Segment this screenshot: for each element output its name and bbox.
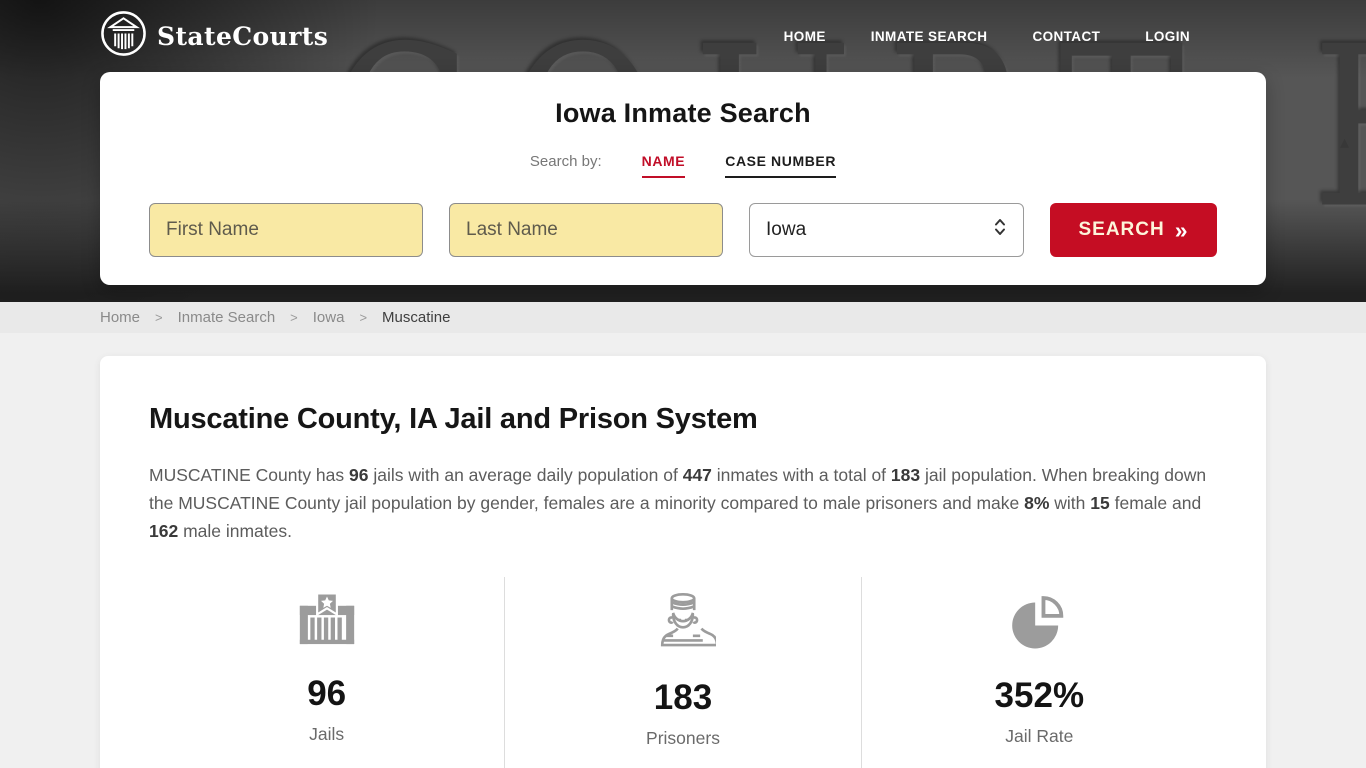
summary-text: jails with an average daily population o… [368, 465, 683, 485]
search-panel-title: Iowa Inmate Search [555, 98, 811, 128]
summary-text: with [1049, 493, 1091, 513]
site-header: COURT HOUSE ▴ ▴ StateCourts HOME INMATE … [0, 0, 1366, 302]
county-stats: 96 Jails 183 [149, 577, 1217, 768]
page-title: Muscatine County, IA Jail and Prison Sys… [149, 403, 758, 435]
jail-icon [296, 592, 358, 653]
summary-text: inmates with a total of [711, 465, 891, 485]
first-name-input[interactable] [149, 203, 423, 257]
summary-stat: 15 [1090, 493, 1110, 513]
stat-jails: 96 Jails [149, 577, 504, 768]
brand-logo[interactable]: StateCourts [100, 10, 328, 62]
double-chevron-icon: » [1174, 216, 1189, 243]
summary-text: jail population. When breaking down the … [149, 465, 1207, 513]
stone-mark-icon: ▴ [1340, 132, 1350, 152]
page-body: Muscatine County, IA Jail and Prison Sys… [0, 333, 1366, 768]
breadcrumb-inmate-search[interactable]: Inmate Search [177, 309, 276, 326]
stat-prisoners: 183 Prisoners [504, 577, 860, 768]
nav-login[interactable]: LOGIN [1145, 28, 1190, 44]
summary-stat: 162 [149, 521, 179, 541]
breadcrumb-iowa[interactable]: Iowa [312, 309, 345, 326]
state-select[interactable]: Iowa [749, 203, 1024, 257]
brand-name: StateCourts [157, 21, 329, 51]
breadcrumb-separator: > [359, 310, 368, 325]
summary-stat: 8% [1024, 493, 1050, 513]
summary-stat: 447 [682, 465, 712, 485]
summary-text: male inmates. [178, 521, 292, 541]
breadcrumb-current: Muscatine [382, 309, 451, 326]
stat-value: 96 [307, 674, 347, 713]
search-form: Iowa SEARCH » [100, 203, 1266, 257]
stat-label: Prisoners [646, 728, 720, 748]
county-summary: MUSCATINE County has 96 jails with an av… [149, 461, 1212, 545]
summary-stat: 183 [890, 465, 921, 485]
summary-stat: 96 [349, 465, 369, 485]
main-nav: HOME INMATE SEARCH CONTACT LOGIN [784, 29, 1190, 44]
courthouse-logo-icon [100, 10, 147, 62]
nav-inmate-search[interactable]: INMATE SEARCH [870, 28, 988, 44]
stat-jail-rate: 352% Jail Rate [860, 577, 1217, 768]
summary-text: MUSCATINE County has [149, 465, 350, 485]
state-select-value: Iowa [766, 219, 807, 240]
breadcrumb: Home > Inmate Search > Iowa > Muscatine [0, 302, 1366, 333]
breadcrumb-home[interactable]: Home [100, 309, 141, 326]
nav-contact[interactable]: CONTACT [1032, 28, 1101, 44]
nav-home[interactable]: HOME [783, 28, 826, 44]
search-by-row: Search by: NAME CASE NUMBER [100, 153, 1266, 178]
stat-label: Jail Rate [1005, 726, 1074, 746]
breadcrumb-separator: > [290, 310, 298, 325]
last-name-input[interactable] [449, 203, 723, 257]
select-stepper-icon [993, 217, 1007, 243]
top-bar: StateCourts HOME INMATE SEARCH CONTACT L… [0, 0, 1366, 72]
inmate-search-panel: Iowa Inmate Search Search by: NAME CASE … [100, 72, 1266, 285]
summary-text: female and [1109, 493, 1202, 513]
stat-label: Jails [309, 724, 345, 744]
breadcrumb-separator: > [155, 310, 163, 325]
stat-value: 352% [994, 676, 1085, 715]
tab-name[interactable]: NAME [641, 153, 686, 178]
county-info-card: Muscatine County, IA Jail and Prison Sys… [100, 356, 1266, 768]
search-by-label: Search by: [529, 153, 602, 170]
search-button[interactable]: SEARCH » [1050, 203, 1217, 257]
prisoner-icon [650, 592, 716, 657]
pie-chart-icon [1007, 596, 1071, 655]
tab-case-number[interactable]: CASE NUMBER [725, 153, 837, 178]
stat-value: 183 [653, 678, 713, 717]
search-button-label: SEARCH [1078, 219, 1165, 240]
